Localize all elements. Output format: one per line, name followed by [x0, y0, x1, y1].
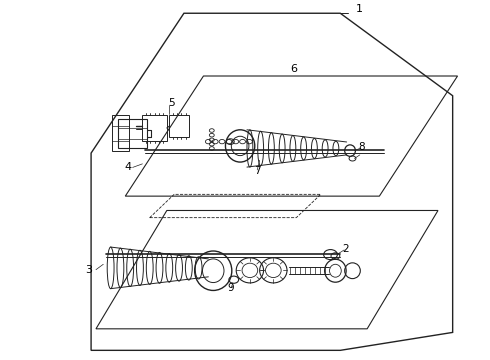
Text: 7: 7 [254, 166, 261, 176]
Text: 4: 4 [124, 162, 131, 172]
Text: 3: 3 [85, 265, 92, 275]
Text: 5: 5 [169, 98, 175, 108]
Text: 2: 2 [342, 244, 348, 254]
Text: 9: 9 [227, 283, 234, 293]
Text: 1: 1 [356, 4, 363, 14]
Text: 8: 8 [358, 142, 365, 152]
Text: 6: 6 [291, 64, 297, 74]
